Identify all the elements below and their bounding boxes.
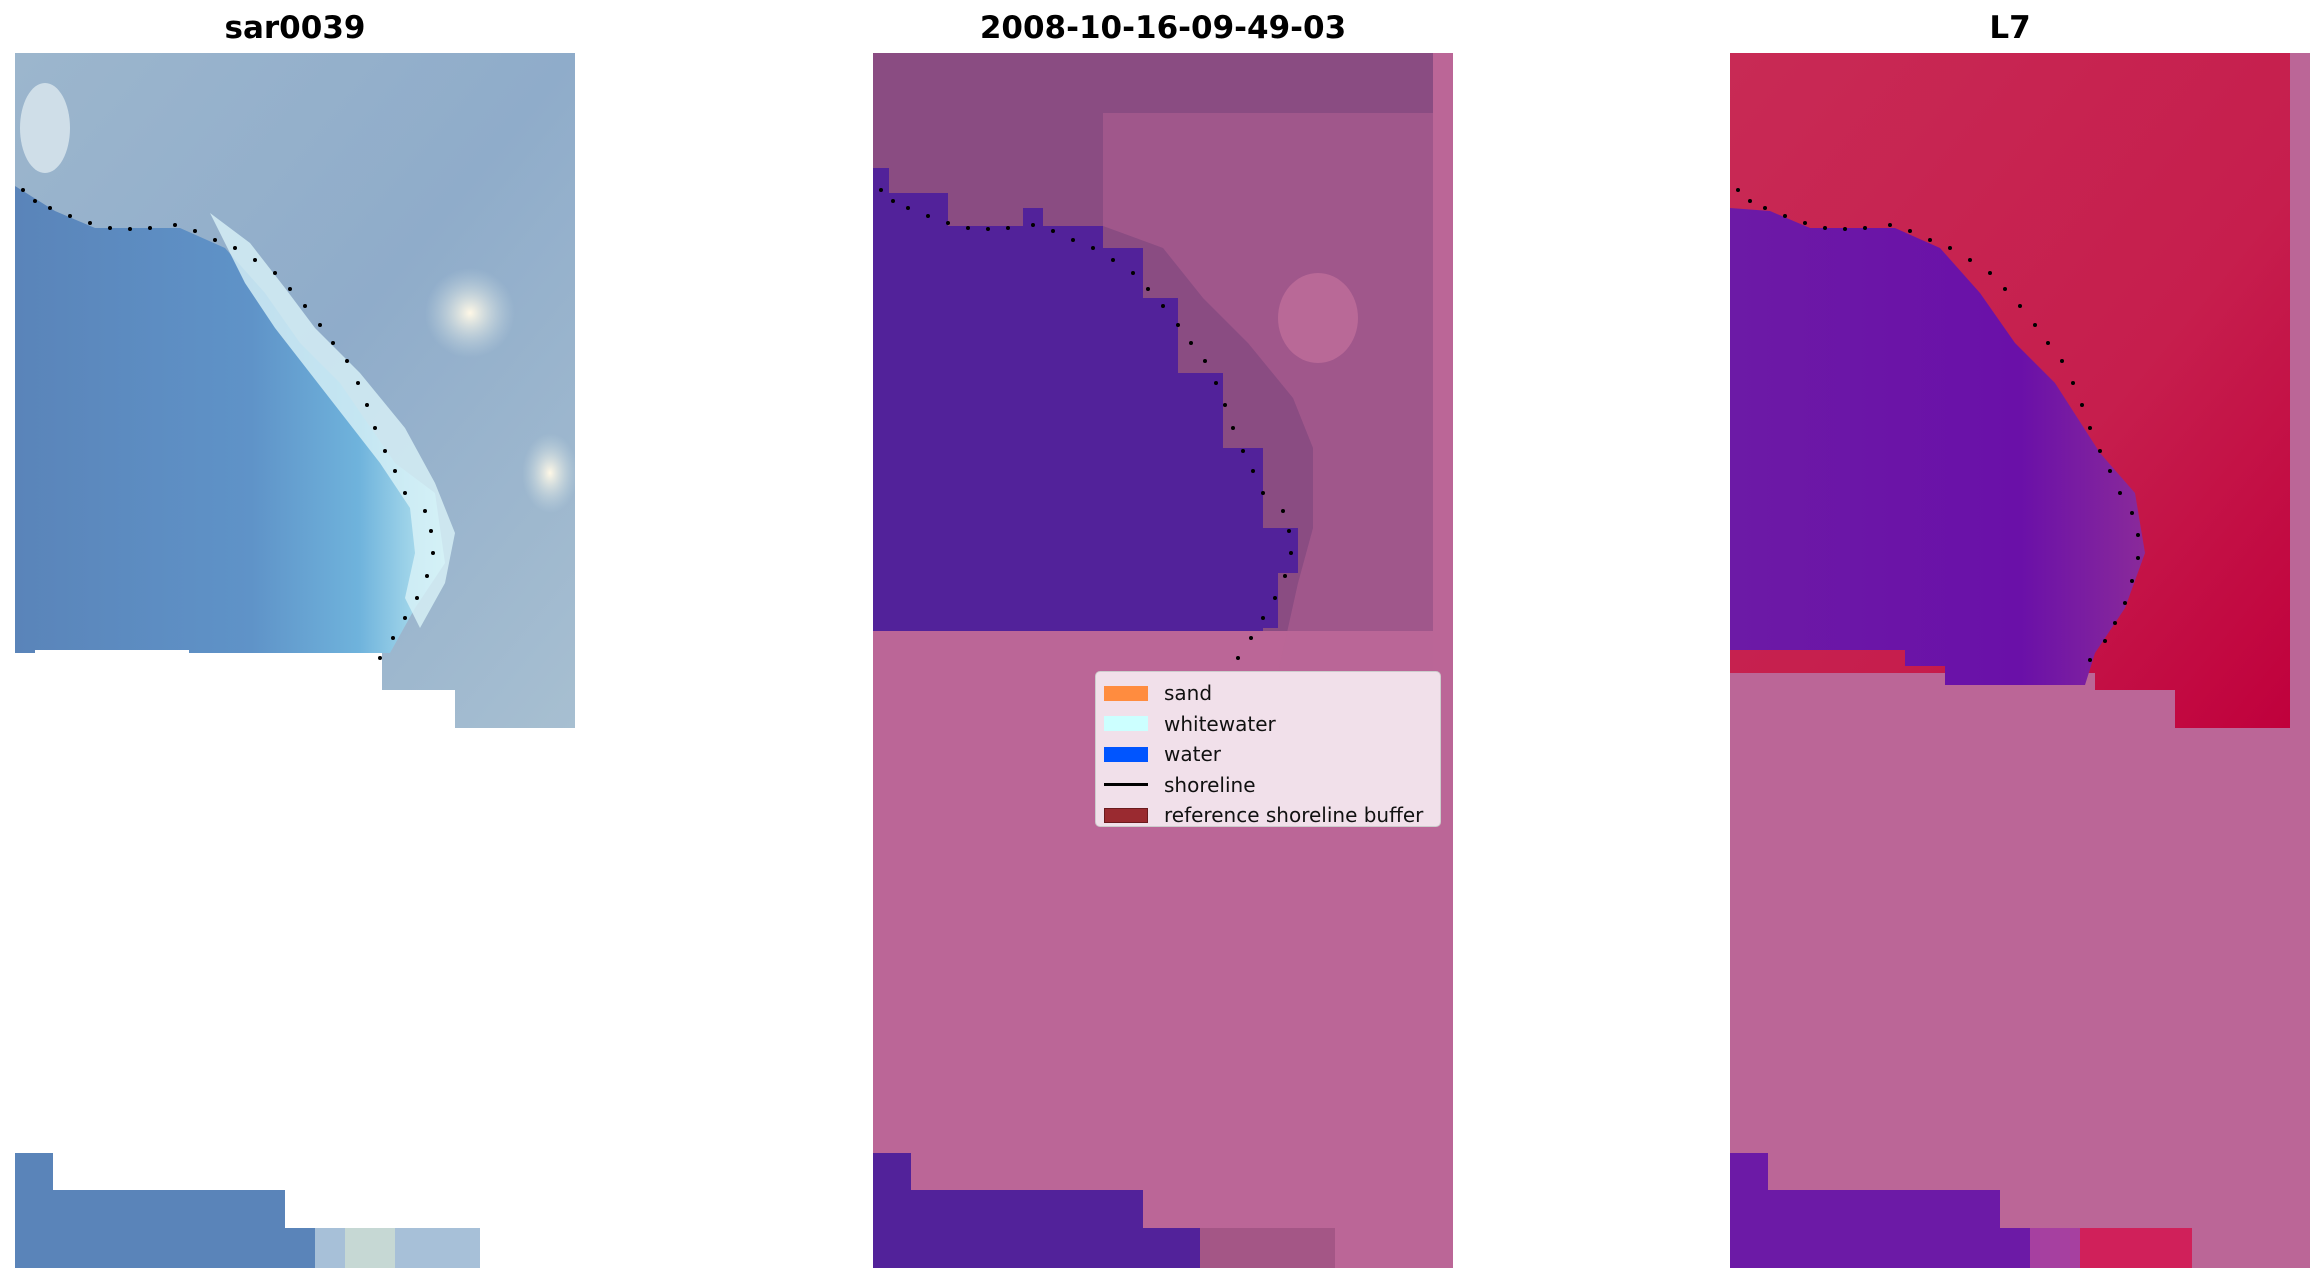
panel-title-classified: 2008-10-16-09-49-03 <box>979 10 1347 46</box>
legend-item-whitewater: whitewater <box>1096 709 1440 740</box>
legend-item-reference-shoreline-buffer: reference shoreline buffer <box>1096 800 1440 831</box>
legend-swatch-water <box>1104 746 1148 762</box>
legend-label-reference-shoreline-buffer: reference shoreline buffer <box>1164 803 1424 828</box>
legend: sand whitewater water shoreline referenc… <box>1095 671 1441 827</box>
legend-line-shoreline <box>1104 783 1148 787</box>
legend-item-sand: sand <box>1096 678 1440 709</box>
legend-label-sand: sand <box>1164 681 1213 706</box>
legend-item-water: water <box>1096 739 1440 770</box>
classified-image <box>873 53 1453 1268</box>
panel-title-mndwi: L7 <box>1989 10 2031 46</box>
legend-swatch-sand <box>1104 685 1148 701</box>
mndwi-image <box>1730 53 2310 1268</box>
legend-item-shoreline: shoreline <box>1096 770 1440 801</box>
legend-label-shoreline: shoreline <box>1164 772 1256 797</box>
mndwi-image-panel <box>1730 53 2310 1268</box>
rgb-image-panel <box>15 53 575 1268</box>
legend-swatch-reference-shoreline-buffer <box>1104 807 1148 823</box>
shoreline-classified <box>879 188 1293 660</box>
classified-image-panel <box>873 53 1453 1268</box>
shoreline-mndwi <box>1736 188 2140 662</box>
rgb-image <box>15 53 575 1268</box>
legend-label-whitewater: whitewater <box>1164 711 1276 736</box>
panel-title-rgb: sar0039 <box>224 10 366 46</box>
shoreline-rgb <box>21 188 435 660</box>
legend-label-water: water <box>1164 742 1221 767</box>
legend-swatch-whitewater <box>1104 716 1148 732</box>
